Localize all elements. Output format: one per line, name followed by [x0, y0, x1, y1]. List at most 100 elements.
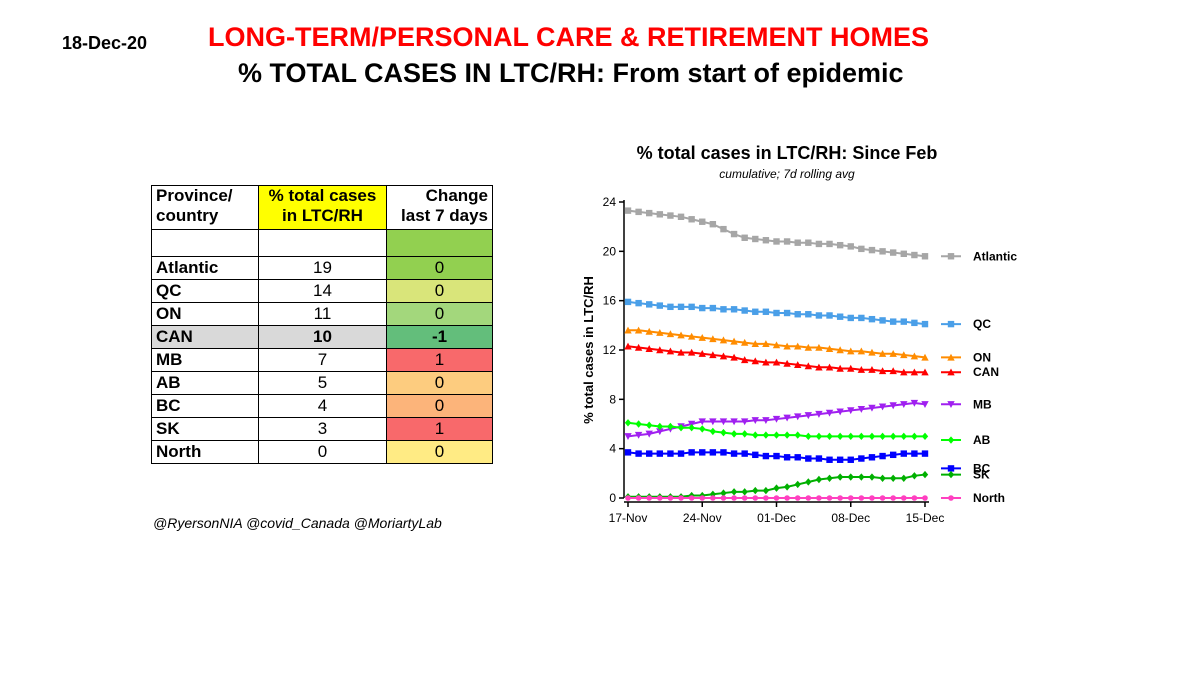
data-point — [804, 412, 813, 420]
data-point — [698, 333, 706, 341]
data-point — [751, 417, 759, 424]
data-point — [858, 495, 865, 501]
series-label: QC — [973, 317, 991, 331]
data-point — [783, 342, 791, 350]
x-tick-label: 24-Nov — [683, 511, 722, 525]
y-tick-label: 12 — [603, 343, 617, 357]
data-point — [889, 318, 897, 325]
ltc-table: Province/country % total cases in LTC/RH … — [151, 185, 493, 464]
data-point — [752, 235, 759, 243]
data-point — [720, 449, 727, 456]
y-tick-label: 20 — [603, 244, 617, 258]
data-point — [911, 319, 918, 327]
data-point — [719, 418, 728, 426]
data-point — [847, 473, 854, 481]
data-point — [815, 455, 823, 462]
data-point — [889, 367, 897, 375]
credit-text: @RyersonNIA @covid_Canada @MoriartyLab — [153, 515, 442, 531]
data-point — [857, 347, 866, 355]
row-change: 0 — [386, 256, 493, 280]
report-date: 18-Dec-20 — [62, 33, 148, 53]
data-point — [868, 348, 876, 356]
data-point — [773, 495, 780, 501]
data-point — [698, 350, 706, 357]
data-point — [635, 420, 642, 428]
line-chart: % total cases in LTC/RH: Since Feb cumula… — [581, 143, 1017, 525]
row-province: QC — [151, 279, 259, 303]
data-point — [815, 475, 823, 484]
data-point — [869, 495, 875, 501]
data-point — [709, 351, 717, 359]
data-point — [783, 238, 791, 245]
data-point — [646, 495, 653, 501]
data-point — [634, 431, 643, 439]
data-point — [921, 253, 929, 260]
data-point — [921, 450, 929, 457]
y-tick-label: 0 — [609, 491, 616, 505]
x-tick-label: 01-Dec — [757, 511, 796, 525]
data-point — [868, 246, 876, 254]
data-point — [794, 311, 801, 318]
data-point — [878, 403, 887, 411]
data-point — [911, 450, 918, 457]
row-pct: 14 — [258, 279, 387, 303]
data-point — [752, 431, 759, 439]
data-point — [740, 338, 749, 346]
data-point — [826, 240, 833, 248]
data-point — [921, 432, 929, 441]
row-province: North — [151, 440, 259, 464]
data-point — [688, 216, 695, 223]
y-axis-label: % total cases in LTC/RH — [581, 276, 596, 424]
data-point — [741, 488, 748, 496]
data-point — [868, 315, 876, 323]
data-point — [667, 495, 674, 501]
data-point — [900, 474, 907, 482]
data-point — [794, 431, 801, 439]
data-point — [947, 436, 955, 444]
table-header-row: Province/country % total cases in LTC/RH … — [151, 185, 493, 230]
data-point — [634, 326, 643, 334]
data-point — [751, 340, 759, 348]
data-point — [656, 428, 664, 436]
data-point — [805, 495, 812, 501]
data-point — [656, 329, 664, 336]
row-pct: 7 — [258, 348, 387, 372]
row-province: BC — [151, 394, 259, 418]
data-point — [645, 327, 653, 335]
data-point — [773, 431, 780, 439]
data-point — [740, 418, 749, 426]
data-point — [741, 234, 748, 241]
data-point — [763, 495, 769, 501]
table-row: Atlantic 19 0 — [151, 256, 493, 280]
row-change: -1 — [386, 325, 493, 349]
data-point — [889, 474, 897, 482]
data-point — [762, 417, 770, 424]
data-point — [847, 243, 854, 250]
data-point — [947, 368, 955, 376]
data-point — [687, 332, 696, 340]
data-point — [825, 345, 834, 352]
data-point — [699, 304, 706, 312]
data-point — [784, 495, 790, 501]
data-point — [857, 406, 866, 413]
row-pct: 5 — [258, 371, 387, 395]
data-point — [635, 450, 642, 457]
row-pct: 0 — [258, 440, 387, 464]
data-point — [762, 358, 770, 366]
data-point — [762, 486, 770, 495]
data-point — [719, 352, 728, 360]
data-point — [921, 368, 929, 376]
data-point — [657, 495, 663, 501]
data-point — [710, 495, 716, 501]
data-point — [709, 335, 717, 343]
data-point — [773, 238, 780, 245]
data-point — [709, 418, 717, 426]
data-point — [730, 488, 738, 496]
y-tick-label: 24 — [603, 195, 617, 209]
data-point — [783, 414, 791, 422]
data-point — [878, 350, 887, 357]
data-point — [624, 326, 632, 334]
data-point — [836, 473, 844, 481]
data-point — [805, 311, 812, 318]
data-point — [889, 432, 897, 441]
